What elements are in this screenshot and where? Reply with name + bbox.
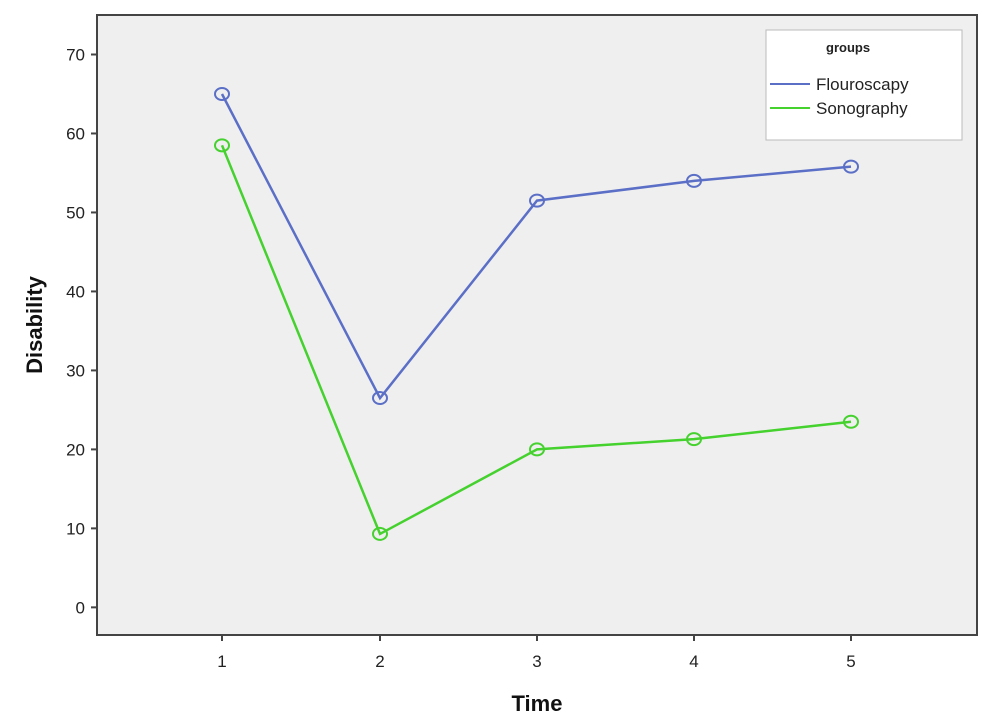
data-point-sonography-3 — [529, 442, 545, 457]
x-tick-label-2: 2 — [375, 652, 384, 671]
data-point-sonography-2 — [372, 526, 388, 541]
legend-label-flouroscapy: Flouroscapy — [816, 75, 909, 94]
x-tick-label-3: 3 — [532, 652, 541, 671]
x-tick-label-5: 5 — [846, 652, 855, 671]
y-tick-label-60: 60 — [66, 124, 85, 143]
series-layer — [214, 86, 859, 541]
x-tick-label-1: 1 — [217, 652, 226, 671]
y-tick-label-10: 10 — [66, 519, 85, 538]
x-axis: 1 2 3 4 5 — [217, 635, 856, 671]
y-axis-title: Disability — [22, 275, 47, 374]
x-axis-title: Time — [512, 691, 563, 716]
y-tick-label-20: 20 — [66, 440, 85, 459]
y-tick-label-0: 0 — [76, 598, 85, 617]
y-tick-label-30: 30 — [66, 361, 85, 380]
legend: groups Flouroscapy Sonography — [765, 29, 963, 141]
x-tick-label-4: 4 — [689, 652, 698, 671]
data-point-flouroscapy-2 — [372, 391, 388, 406]
data-point-flouroscapy-1 — [214, 86, 230, 101]
data-point-sonography-4 — [686, 432, 702, 447]
series-line-flouroscapy — [220, 93, 852, 401]
y-tick-label-50: 50 — [66, 203, 85, 222]
y-tick-label-40: 40 — [66, 282, 85, 301]
legend-title: groups — [826, 40, 870, 55]
series-line-sonography — [220, 144, 852, 536]
y-axis: 0 10 20 30 40 50 60 70 — [66, 45, 97, 617]
legend-label-sonography: Sonography — [816, 99, 908, 118]
y-tick-label-70: 70 — [66, 45, 85, 64]
data-point-sonography-1 — [214, 138, 230, 153]
data-point-flouroscapy-3 — [529, 193, 545, 208]
data-point-flouroscapy-5 — [843, 159, 859, 174]
data-point-sonography-5 — [843, 414, 859, 429]
data-point-flouroscapy-4 — [686, 173, 702, 188]
